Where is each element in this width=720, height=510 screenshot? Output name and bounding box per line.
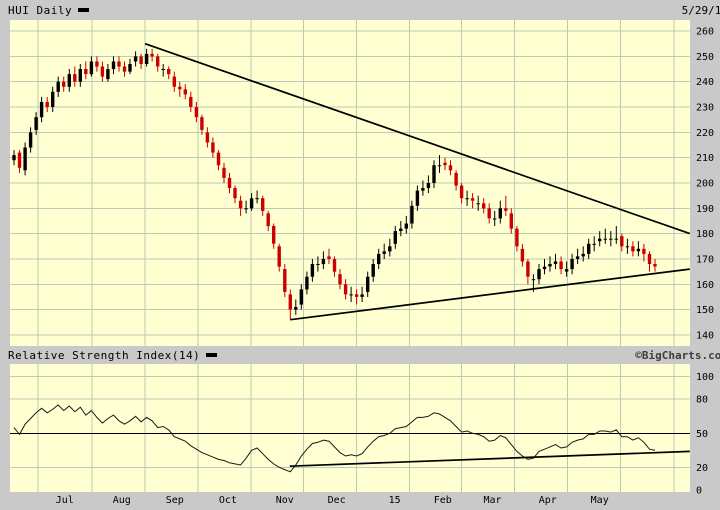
- rsi-header-bar: Relative Strength Index(14) ©BigCharts.c…: [0, 346, 720, 364]
- month-label: Mar: [483, 495, 502, 506]
- month-label: 15: [388, 495, 401, 506]
- month-label: May: [590, 495, 609, 506]
- chart-title-group: HUI Daily: [8, 3, 90, 17]
- svg-text:180: 180: [696, 229, 714, 240]
- svg-text:230: 230: [696, 103, 714, 114]
- svg-text:240: 240: [696, 77, 714, 88]
- month-label: Nov: [275, 495, 294, 506]
- month-label: Oct: [218, 495, 237, 506]
- svg-text:140: 140: [696, 330, 714, 341]
- copyright-label: ©BigCharts.com: [635, 348, 720, 362]
- svg-text:260: 260: [696, 27, 714, 38]
- svg-text:100: 100: [696, 372, 714, 383]
- x-axis-months: Jul Aug Sep Oct Nov Dec 15 Feb Mar Apr May: [0, 492, 720, 510]
- price-chart: 140 150 160 170 180 190 200 210 220 230 240 250 260: [10, 20, 714, 346]
- month-label: Jul: [55, 495, 74, 506]
- svg-text:20: 20: [696, 463, 708, 474]
- svg-text:210: 210: [696, 153, 714, 164]
- month-label: Dec: [327, 495, 346, 506]
- chart-header-bar: HUI Daily 5/29/15: [0, 0, 720, 20]
- svg-text:50: 50: [696, 429, 708, 440]
- rsi-chart: 0 20 50 80 100: [10, 364, 714, 497]
- svg-text:160: 160: [696, 280, 714, 291]
- price-legend-swatch: [78, 8, 90, 12]
- svg-text:170: 170: [696, 255, 714, 266]
- month-label: Apr: [538, 495, 557, 506]
- rsi-legend-swatch: [206, 353, 218, 357]
- svg-text:80: 80: [696, 395, 708, 406]
- chart-date: 5/29/15: [681, 3, 720, 17]
- svg-text:150: 150: [696, 305, 714, 316]
- svg-text:0: 0: [696, 486, 702, 497]
- rsi-title: Relative Strength Index(14): [8, 348, 201, 362]
- svg-text:220: 220: [696, 128, 714, 139]
- month-label: Aug: [112, 495, 131, 506]
- svg-text:200: 200: [696, 179, 714, 190]
- month-label: Feb: [433, 495, 452, 506]
- svg-text:250: 250: [696, 52, 714, 63]
- rsi-title-group: Relative Strength Index(14): [8, 348, 218, 362]
- svg-text:190: 190: [696, 204, 714, 215]
- chart-title: HUI Daily: [8, 3, 73, 17]
- month-label: Sep: [165, 495, 184, 506]
